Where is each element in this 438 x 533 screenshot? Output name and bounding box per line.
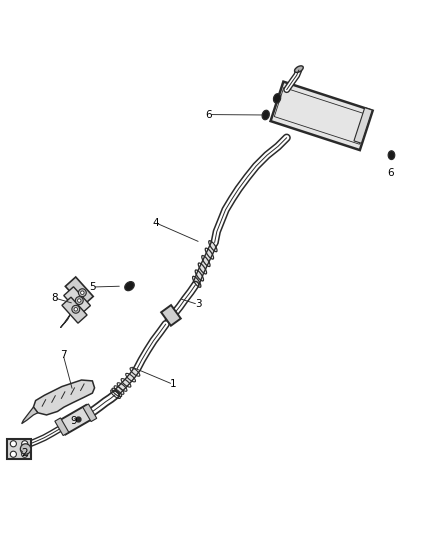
Bar xyxy=(271,82,373,150)
Ellipse shape xyxy=(388,151,395,159)
Bar xyxy=(64,287,90,314)
Text: 6: 6 xyxy=(206,110,212,119)
Ellipse shape xyxy=(294,66,303,72)
Circle shape xyxy=(78,299,81,302)
Circle shape xyxy=(11,441,16,447)
Circle shape xyxy=(81,291,84,294)
Ellipse shape xyxy=(273,94,281,103)
Circle shape xyxy=(74,308,78,311)
Bar xyxy=(274,87,369,144)
Circle shape xyxy=(11,451,16,457)
Bar xyxy=(83,404,97,422)
Polygon shape xyxy=(33,380,95,415)
Text: 8: 8 xyxy=(51,293,58,303)
Text: 9: 9 xyxy=(70,416,77,426)
Text: 1: 1 xyxy=(170,379,177,390)
Text: 3: 3 xyxy=(195,300,201,310)
Circle shape xyxy=(20,444,31,454)
Bar xyxy=(65,277,93,306)
Polygon shape xyxy=(60,310,73,328)
Bar xyxy=(58,405,94,434)
Bar xyxy=(62,297,87,323)
Circle shape xyxy=(21,451,28,457)
Bar xyxy=(7,439,31,459)
Circle shape xyxy=(21,441,28,447)
Circle shape xyxy=(75,297,83,304)
Bar xyxy=(161,305,181,326)
Text: 2: 2 xyxy=(21,448,28,458)
Text: 7: 7 xyxy=(60,350,67,360)
Text: 6: 6 xyxy=(387,168,394,177)
Text: 5: 5 xyxy=(89,282,95,292)
Ellipse shape xyxy=(262,110,269,120)
Circle shape xyxy=(72,305,80,313)
Polygon shape xyxy=(21,407,38,424)
Circle shape xyxy=(78,289,86,297)
Ellipse shape xyxy=(125,281,134,290)
Text: 4: 4 xyxy=(152,218,159,228)
Bar xyxy=(354,108,372,143)
Bar xyxy=(55,418,69,435)
